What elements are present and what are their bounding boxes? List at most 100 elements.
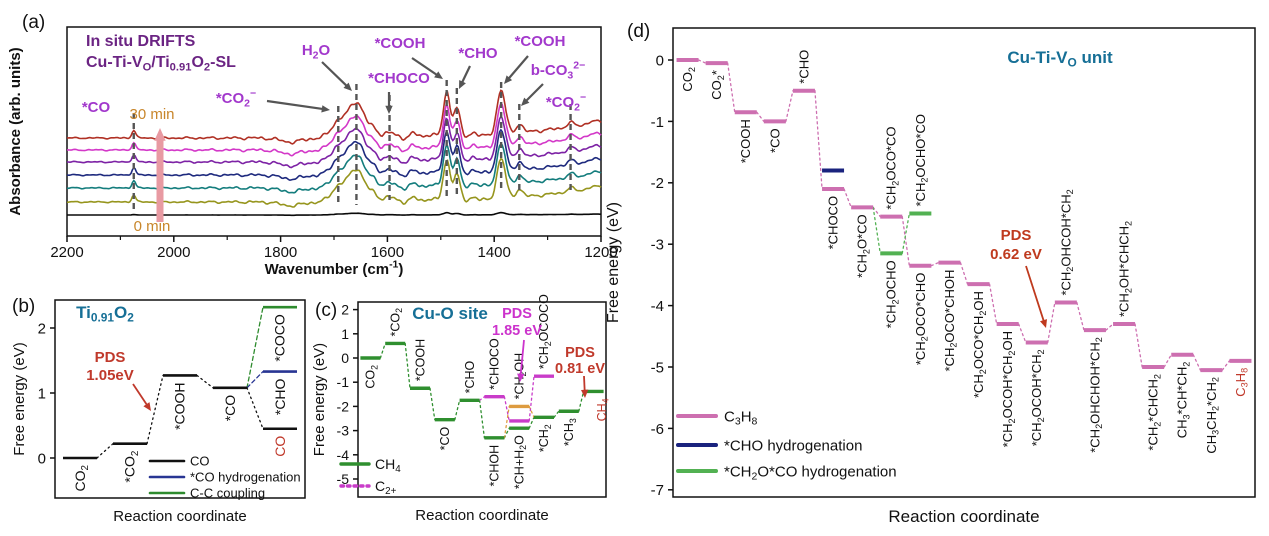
y-tick-label: -5: [337, 471, 350, 487]
level-label: *CH+H2O: [512, 435, 528, 489]
pds-arrow: [519, 339, 525, 378]
y-tick-label: -4: [651, 298, 664, 315]
peak-arrow-head: [521, 97, 530, 106]
peak-label: *CHOCO: [368, 70, 430, 87]
path-connector: [697, 59, 707, 64]
path-connector: [478, 396, 486, 402]
level-label: *CH2OH*CHCH2: [1116, 221, 1133, 317]
level-label: CO2: [364, 365, 380, 389]
level-label: *CH2OCHO*CO: [913, 114, 930, 206]
peak-label: *CHO: [458, 45, 498, 62]
legend-label: C3H8: [724, 408, 758, 427]
path-connector: [901, 212, 910, 255]
path-connector: [146, 374, 164, 445]
level-label: *CO2: [388, 308, 404, 337]
level-label: *CO: [222, 395, 238, 422]
path-connector: [814, 90, 823, 190]
peak-label: *CO2−: [546, 92, 586, 114]
spectrum-curve-5: [67, 101, 602, 157]
y-tick-label: -5: [651, 359, 664, 376]
y-tick-label: -4: [337, 447, 350, 463]
y-tick-label: 2: [38, 320, 46, 337]
y-axis-title: Free energy (eV): [605, 202, 622, 323]
path-connector: [478, 399, 486, 439]
y-axis-title: Free energy (eV): [311, 343, 328, 456]
level-label: *CH2OCOH*CH2OH: [1000, 331, 1017, 447]
path-connector: [959, 261, 969, 285]
panel-a: (a) 2200 2000 1800 1600 1400 1200 Wavenumber (c…: [7, 12, 618, 278]
pds-arrow: [132, 383, 150, 408]
path-connector: [404, 342, 411, 389]
y-tick-label: -1: [651, 114, 664, 131]
peak-arrow: [523, 83, 544, 104]
pds-annotation: PDS: [95, 349, 126, 366]
peak-arrow-head: [434, 71, 443, 79]
panel-tag-d: (d): [627, 21, 650, 42]
peak-arrow: [506, 55, 529, 81]
pds-arrow-head: [581, 389, 589, 398]
legend-label: C-C coupling: [190, 486, 265, 501]
panel-b: (b) 0 1 2 Reaction coordinate Free energy (eV…: [11, 296, 306, 525]
pds-annotation: PDS: [1001, 227, 1032, 244]
spectrum-curve-1: [66, 157, 602, 208]
pds-arrow-head: [517, 373, 525, 382]
level-label: CH3CH2*CH2: [1204, 377, 1221, 454]
level-label: *CO: [767, 128, 782, 153]
level-label: *CH2O*CO: [855, 214, 872, 278]
peak-label: *CO2−: [216, 88, 256, 110]
legend-label: *CHO hydrogenation: [724, 437, 862, 454]
level-label: *CHOCO: [488, 338, 502, 390]
path-connector: [429, 387, 436, 421]
level-label: *CHO: [272, 378, 288, 415]
y-tick-label: -2: [651, 175, 664, 192]
panel-d: (d) 0 -1 -2 -3 -4 -5 -6 -7 Reaction coordinate Fre…: [605, 21, 1256, 526]
level-label: *CO2: [122, 451, 141, 483]
path-connector: [246, 306, 264, 389]
spectrum-curve-0: [67, 211, 601, 217]
path-connector: [246, 370, 264, 389]
pds-annotation: PDS: [502, 306, 532, 322]
path-connector: [756, 111, 765, 123]
path-connector: [1192, 354, 1201, 371]
peak-arrow: [321, 61, 350, 89]
legend-label: C2+: [375, 478, 397, 497]
path-connector: [843, 188, 852, 209]
y-tick-label: 0: [341, 350, 349, 366]
level-label: *CH2OHCHOH*CH2: [1087, 337, 1104, 453]
pds-arrow-head: [143, 402, 151, 411]
x-tick-label: 1200: [584, 244, 617, 261]
y-tick-label: 2: [341, 302, 349, 318]
x-axis-title: Reaction coordinate: [113, 508, 246, 525]
path-connector: [553, 410, 560, 418]
x-tick-label: 1400: [478, 244, 511, 261]
panel-tag-c: (c): [315, 300, 337, 321]
panel-title: Cu-O site: [412, 304, 488, 323]
y-tick-label: -1: [337, 374, 350, 390]
x-tick-label: 1800: [264, 244, 297, 261]
peak-arrow: [266, 99, 326, 111]
level-label: *CHO: [796, 50, 811, 84]
level-label: CH3*CH*CH2: [1175, 362, 1192, 439]
pds-arrow-head: [1040, 319, 1047, 328]
y-tick-label: -3: [651, 237, 664, 254]
path-connector: [785, 90, 794, 123]
peak-arrow-head: [504, 75, 513, 84]
legend-label: CO: [190, 454, 210, 469]
panel-c: (c) 2 1 0 -1 -2 -3 -4 -5 Reaction coordinate Free …: [311, 294, 611, 524]
x-tick-label: 1600: [371, 244, 404, 261]
level-label: *COCO: [272, 314, 288, 362]
x-axis-title: Reaction coordinate: [415, 507, 548, 524]
x-tick-label: 2200: [50, 244, 83, 261]
peak-label: H2O: [302, 42, 331, 61]
panel-tag-a: (a): [22, 12, 45, 33]
peak-arrow-head: [321, 105, 330, 113]
level-label: *CHOH: [488, 445, 502, 487]
peak-label: *CO: [82, 99, 111, 116]
pds-annotation: 0.81 eV: [555, 361, 605, 377]
level-label: *CH2OCOCO: [537, 294, 553, 369]
level-label: *COOH: [413, 339, 427, 381]
level-label: C3H8: [1233, 368, 1250, 397]
peak-label: b-CO32−: [531, 60, 586, 82]
level-label: *CH3: [562, 418, 578, 446]
